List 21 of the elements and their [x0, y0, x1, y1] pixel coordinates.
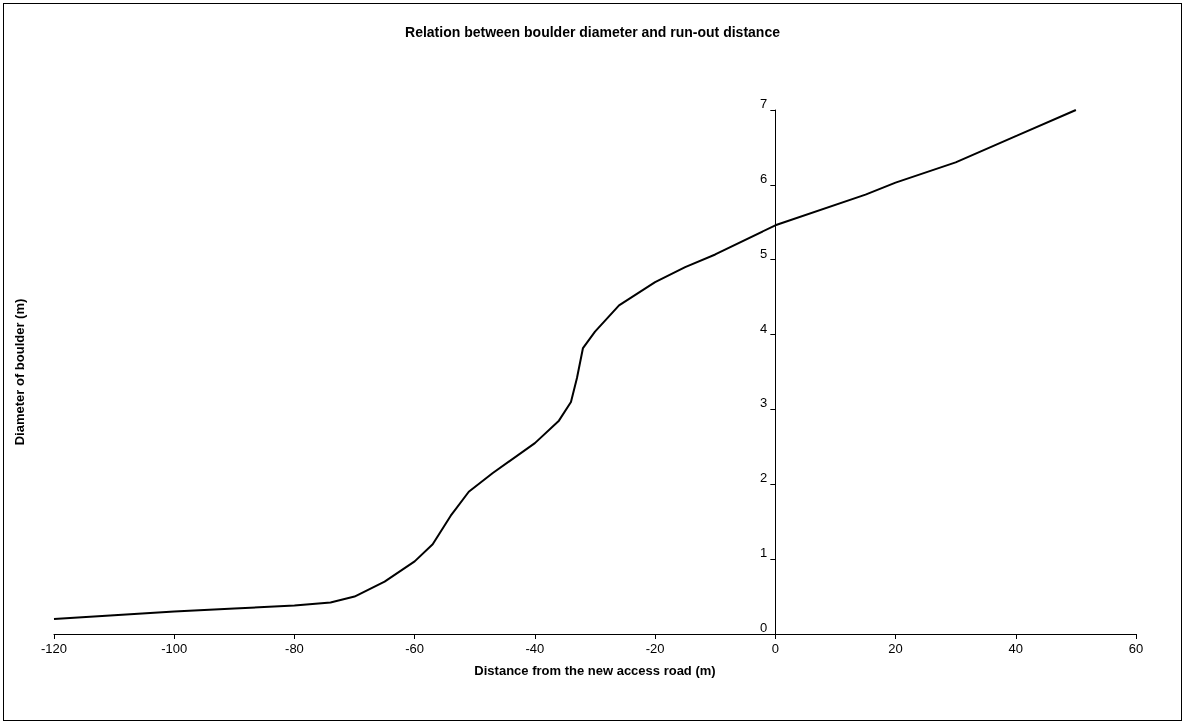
y-tick-label: 2 [760, 470, 768, 486]
y-axis-title: Diameter of boulder (m) [12, 298, 27, 446]
y-tick-label: 7 [760, 96, 768, 111]
y-tick-label: 4 [760, 320, 768, 336]
x-tick-label: 40 [1008, 641, 1024, 656]
x-tick-label: 0 [771, 641, 779, 656]
x-tick-label: 60 [1128, 641, 1144, 656]
y-tick-label: 5 [760, 245, 768, 261]
x-tick-label: -40 [525, 641, 545, 656]
y-tick-label: 1 [760, 545, 768, 561]
x-tick-label: -120 [40, 641, 68, 656]
x-tick-label: -100 [161, 641, 188, 656]
y-tick-label: 6 [760, 170, 768, 186]
x-tick-label: -60 [405, 641, 425, 656]
x-tick-label: 20 [888, 641, 903, 656]
y-tick-label: 3 [760, 395, 768, 411]
x-tick-label: -80 [285, 641, 304, 656]
x-tick-label: -20 [645, 641, 665, 656]
x-axis-title: Distance from the new access road (m) [474, 663, 716, 678]
y-tick-label: 0 [760, 620, 768, 635]
chart-title: Relation between boulder diameter and run-out distance [405, 24, 781, 40]
